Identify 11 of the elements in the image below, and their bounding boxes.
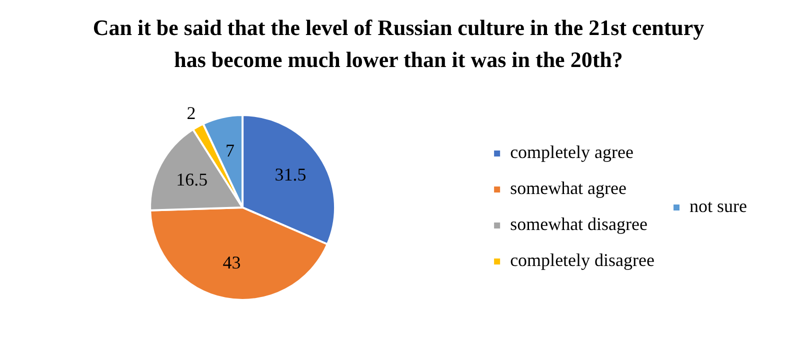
data-label: 7 — [226, 140, 235, 160]
data-label: 43 — [222, 252, 241, 273]
legend-label: completely agree — [510, 142, 634, 162]
legend-label: somewhat agree — [510, 178, 627, 198]
legend-label: completely disagree — [510, 250, 655, 270]
legend-label: somewhat disagree — [510, 214, 648, 234]
data-label: 2 — [186, 102, 196, 123]
legend-label: not sure — [690, 196, 748, 216]
chart-title: Can it be said that the level of Russian culture in the 21st century has become much lower than it was in the 20th? — [92, 14, 706, 74]
data-label: 31.5 — [274, 164, 306, 185]
data-label: 16.5 — [176, 169, 208, 190]
